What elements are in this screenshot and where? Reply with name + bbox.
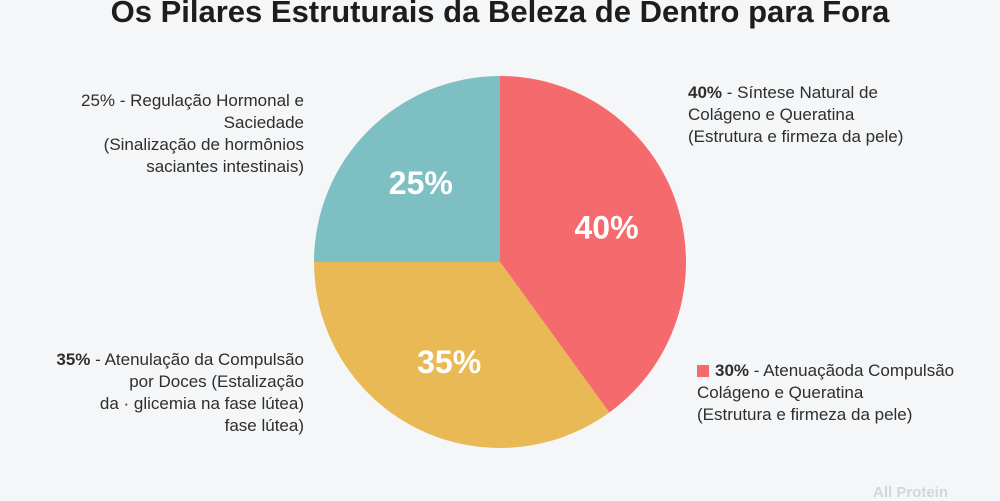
chart-title: Os Pilares Estruturais da Beleza de Dent… [110, 0, 890, 29]
pie-slice-2 [314, 262, 610, 449]
annotation-text: - Síntese Natural de [722, 83, 878, 102]
annotation-line: 40% - Síntese Natural de [688, 82, 903, 104]
annotation-line: (Sinalização de hormônios [103, 135, 304, 154]
annotation-line: fase lútea) [224, 416, 304, 435]
slice-label-3: 25% [389, 165, 453, 201]
annotation-bottom-right: 30% - Atenuaçãoda Compulsão Colágeno e Q… [697, 360, 954, 426]
annotation-line: da · glicemia na fase lútea) [99, 394, 304, 413]
annotation-percent: 40% [688, 83, 723, 102]
annotation-line: 30% - Atenuaçãoda Compulsão [697, 360, 954, 382]
annotation-top-left: 25% - Regulação Hormonal e Saciedade (Si… [81, 90, 304, 178]
pie-slice-1 [500, 76, 687, 413]
annotation-line: 25% - Regulação Hormonal e [80, 91, 304, 110]
annotation-percent: 30% [715, 361, 750, 380]
annotation-bottom-left: 35% - Atenulação da Compulsão por Doces … [56, 349, 304, 437]
annotation-line: Colágeno e Queratina [697, 383, 864, 402]
annotation-line: (Estrutura e firmeza da pele) [688, 127, 904, 146]
slice-label-2: 35% [417, 344, 481, 380]
pie-slice-3 [314, 76, 500, 262]
annotation-line: 35% - Atenulação da Compulsão [56, 349, 304, 371]
legend-marker [697, 365, 709, 377]
annotation-text: - Atenuaçãoda Compulsão [749, 361, 955, 380]
watermark: All Protein [873, 484, 949, 501]
annotation-line: (Estrutura e firmeza da pele) [697, 405, 913, 424]
annotation-text: - Atenulação da Compulsão [90, 350, 304, 369]
annotation-top-right: 40% - Síntese Natural de Colágeno e Quer… [688, 82, 903, 148]
annotation-line: por Doces (Estalização [129, 372, 304, 391]
slice-label-1: 40% [574, 209, 638, 245]
annotation-percent: 35% [56, 350, 91, 369]
annotation-line: saciantes intestinais) [146, 157, 304, 176]
annotation-line: Colágeno e Queratina [688, 105, 855, 124]
annotation-line: Saciedade [223, 113, 304, 132]
